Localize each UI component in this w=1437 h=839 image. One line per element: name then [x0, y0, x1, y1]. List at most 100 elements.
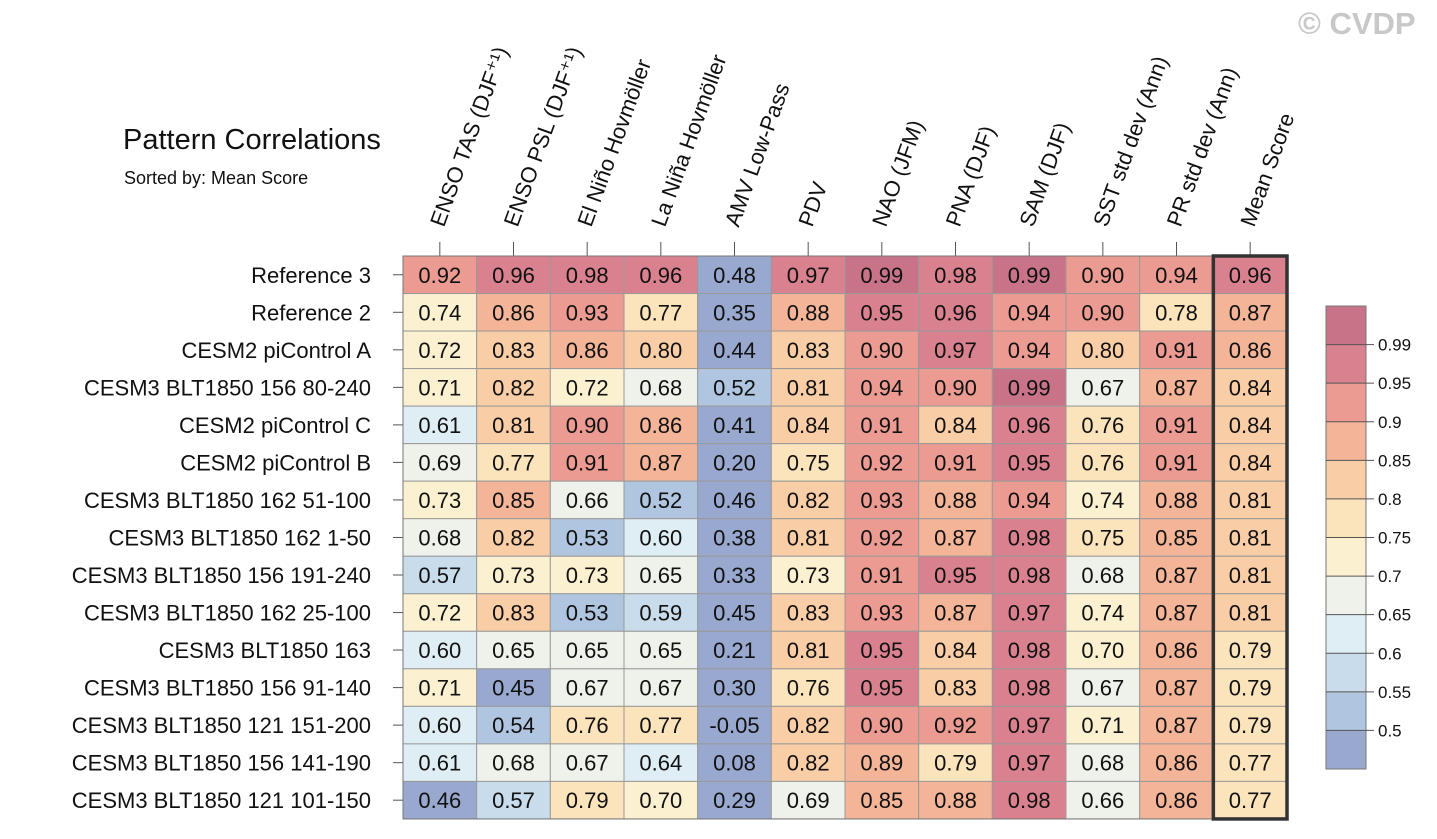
cell-value-label: 0.98: [1008, 788, 1051, 813]
heatmap-cell: [476, 668, 551, 707]
heatmap-cell: [918, 743, 993, 782]
cell-value-label: 0.84: [1229, 413, 1272, 438]
cell-value-label: 0.93: [860, 488, 903, 513]
cell-value-label: 0.66: [566, 488, 609, 513]
cell-value-label: 0.71: [418, 375, 461, 400]
heatmap-cell: [402, 555, 478, 595]
colorbar-tick-label: 0.65: [1378, 606, 1411, 625]
cell-value-label: 0.83: [787, 338, 830, 363]
heatmap-cell: [1065, 593, 1141, 632]
cell-value-label: 0.87: [934, 601, 977, 626]
row-label: CESM3 BLT1850 163: [159, 638, 371, 663]
cell-value-label: 0.72: [566, 375, 609, 400]
cell-value-label: 0.79: [934, 751, 977, 776]
heatmap-cell: [844, 293, 920, 332]
cell-value-label: 0.80: [1081, 338, 1124, 363]
row-label: CESM3 BLT1850 162 51-100: [84, 488, 371, 513]
cell-value-label: 0.29: [713, 788, 756, 813]
column-label: PNA (DJF): [941, 122, 1000, 229]
cell-value-label: 0.86: [1155, 751, 1198, 776]
heatmap-cell: [770, 555, 846, 595]
heatmap-cell: [1139, 255, 1214, 295]
heatmap-cell: [844, 368, 920, 407]
heatmap-cell: [1065, 480, 1141, 520]
row-label: CESM3 BLT1850 162 25-100: [84, 601, 371, 626]
cell-value-label: 0.21: [713, 638, 756, 663]
row-label: CESM3 BLT1850 121 101-150: [72, 788, 371, 813]
heatmap-cell: [476, 593, 551, 632]
colorbar-segment: [1326, 614, 1366, 654]
cell-value-label: 0.52: [639, 488, 682, 513]
cell-value-label: 0.77: [639, 713, 682, 738]
cell-value-label: 0.57: [418, 563, 461, 588]
cell-value-label: 0.67: [1081, 676, 1124, 701]
cell-value-label: 0.82: [492, 525, 535, 550]
heatmap-cell: [697, 405, 772, 445]
heatmap-cell: [1212, 255, 1288, 295]
cell-value-label: 0.68: [492, 751, 535, 776]
heatmap-cell: [697, 780, 772, 820]
cell-value-label: 0.75: [787, 450, 830, 475]
heatmap-cell: [991, 443, 1067, 482]
watermark: © CVDP: [1298, 6, 1416, 41]
cell-value-label: 0.73: [787, 563, 830, 588]
cell-value-label: 0.77: [1229, 751, 1272, 776]
cell-value-label: 0.53: [566, 601, 609, 626]
cell-value-label: 0.96: [492, 263, 535, 288]
cell-value-label: 0.91: [860, 413, 903, 438]
heatmap-cell: [1065, 555, 1141, 595]
heatmap-cell: [623, 780, 699, 820]
cell-value-label: 0.70: [1081, 638, 1124, 663]
heatmap-cell: [549, 368, 625, 407]
cell-value-label: 0.68: [418, 525, 461, 550]
cell-value-label: 0.75: [1081, 525, 1124, 550]
row-label: Reference 3: [251, 263, 371, 288]
cell-value-label: 0.84: [934, 638, 977, 663]
cell-value-label: 0.79: [1229, 713, 1272, 738]
heatmap-cell: [770, 518, 846, 557]
heatmap-cell: [1212, 330, 1288, 370]
cell-value-label: 0.97: [1008, 713, 1051, 738]
cell-value-label: 0.84: [787, 413, 830, 438]
cell-value-label: 0.93: [566, 300, 609, 325]
cell-value-label: 0.41: [713, 413, 756, 438]
heatmap-cell: [844, 630, 920, 670]
colorbar-segment: [1326, 306, 1366, 345]
cell-value-label: 0.68: [639, 375, 682, 400]
heatmap-cell: [844, 593, 920, 632]
cell-value-label: 0.73: [418, 488, 461, 513]
cell-value-label: 0.78: [1155, 300, 1198, 325]
heatmap-cell: [844, 668, 920, 707]
cell-value-label: 0.20: [713, 450, 756, 475]
cell-value-label: 0.52: [713, 375, 756, 400]
cell-value-label: 0.73: [492, 563, 535, 588]
cell-value-label: 0.88: [934, 788, 977, 813]
column-label: La Niña Hovmöller: [646, 51, 731, 230]
heatmap-cell: [1212, 630, 1288, 670]
colorbar-segment: [1326, 730, 1366, 769]
cell-value-label: 0.81: [1229, 601, 1272, 626]
cell-value-label: 0.74: [1081, 601, 1124, 626]
heatmap-cell: [623, 555, 699, 595]
cell-value-label: 0.83: [492, 338, 535, 363]
cell-value-label: 0.94: [1008, 300, 1051, 325]
cell-value-label: 0.83: [787, 601, 830, 626]
cell-value-label: 0.97: [787, 263, 830, 288]
colorbar-tick-label: 0.8: [1378, 490, 1402, 509]
heatmap-cell: [991, 293, 1067, 332]
heatmap-cell: [697, 705, 772, 745]
heatmap-cell: [918, 255, 993, 295]
cell-value-label: 0.91: [566, 450, 609, 475]
cell-value-label: 0.97: [1008, 601, 1051, 626]
cell-value-label: 0.48: [713, 263, 756, 288]
cell-value-label: 0.76: [1081, 413, 1124, 438]
cell-value-label: 0.60: [639, 525, 682, 550]
column-label: AMV Low-Pass: [720, 80, 795, 230]
heatmap-cell: [549, 780, 625, 820]
cell-value-label: 0.74: [418, 300, 461, 325]
heatmap-cell: [991, 330, 1067, 370]
heatmap-cell: [770, 293, 846, 332]
column-label: SAM (DJF): [1014, 119, 1075, 230]
colorbar-segment: [1326, 344, 1366, 384]
cell-value-label: 0.72: [418, 338, 461, 363]
